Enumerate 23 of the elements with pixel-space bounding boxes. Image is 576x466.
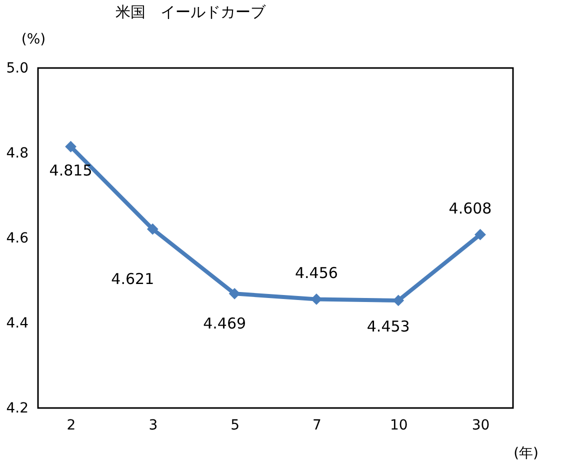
x-axis-title: (年)	[514, 446, 538, 462]
data-label: 4.456	[294, 264, 338, 282]
data-label: 4.621	[111, 270, 154, 288]
x-tick-label: 30	[472, 418, 490, 434]
point	[146, 223, 158, 235]
y-tick-label: 4.6	[6, 230, 29, 246]
x-tick-label: 5	[230, 418, 240, 434]
y-axis-title: (%)	[21, 32, 46, 48]
y-tick-label: 4.8	[6, 146, 28, 162]
x-tick-label: 2	[66, 418, 76, 434]
point	[65, 140, 76, 152]
y-tick-label: 4.2	[6, 400, 28, 416]
x-tick-label: 3	[148, 418, 158, 434]
data-label: 4.815	[49, 162, 92, 180]
point	[474, 228, 486, 240]
chart-title: 米国 イールドカーブ	[116, 3, 266, 21]
x-tick-label: 7	[312, 418, 322, 434]
data-label: 4.453	[366, 317, 410, 336]
x-tick-label: 10	[390, 418, 408, 434]
y-tick-label: 4.4	[6, 316, 29, 332]
data-label: 4.608	[448, 200, 492, 218]
y-tick-label: 5.0	[6, 60, 28, 76]
data-label: 4.469	[203, 314, 246, 333]
